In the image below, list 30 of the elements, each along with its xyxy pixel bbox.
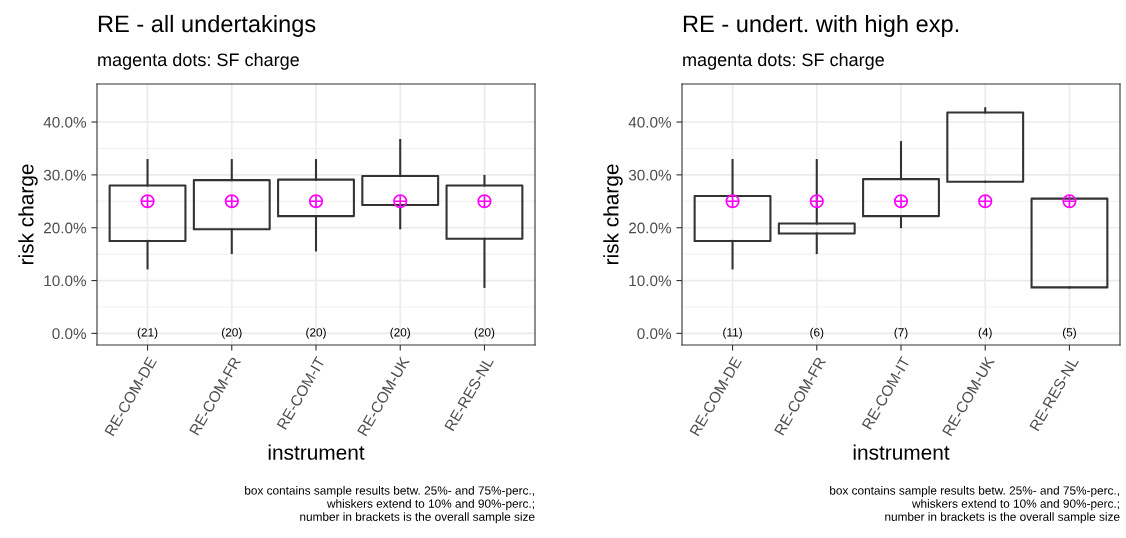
annotation: (20) [390, 327, 410, 339]
y-tick-label: 20.0% [44, 222, 87, 234]
chart-subtitle: magenta dots: SF charge [683, 52, 884, 70]
annotation: (6) [810, 327, 824, 339]
annotation: (7) [894, 327, 908, 339]
annotation: (21) [137, 327, 158, 339]
y-tick-label: 20.0% [629, 222, 672, 234]
y-tick-label: 40.0% [43, 116, 87, 128]
x-axis-title: instrument [268, 444, 365, 460]
x-axis-title: instrument [853, 444, 950, 460]
chart-title: RE - undert. with high exp. [683, 14, 959, 37]
chart-subtitle: magenta dots: SF charge [98, 52, 299, 70]
annotation: (20) [306, 327, 326, 339]
annotation: (11) [723, 327, 742, 339]
text: box contains sample results betw. 25%- and 75%-perc., whiskers extend to 10% and 90%-perc.; number in brackets is the overall sample size [830, 486, 1120, 524]
y-tick-label: 30.0% [43, 169, 87, 181]
chart-title: RE - all undertakings [98, 14, 316, 37]
annotation: (5) [1062, 327, 1076, 339]
y-axis-title: risk charge [18, 164, 38, 265]
y-tick-label: 0.0% [52, 328, 87, 340]
y-axis-title: risk charge [603, 164, 623, 265]
y-tick-label: 10.0% [44, 275, 87, 287]
y-tick-label: 10.0% [629, 275, 672, 287]
y-tick-label: 0.0% [637, 328, 672, 340]
annotation: (4) [978, 327, 992, 339]
annotation: (20) [222, 327, 242, 339]
y-tick-label: 40.0% [628, 116, 672, 128]
y-tick-label: 30.0% [628, 169, 672, 181]
annotation: (20) [474, 327, 495, 339]
text: box contains sample results betw. 25%- and 75%-perc., whiskers extend to 10% and 90%-perc.; number in brackets is the overall sample size [245, 486, 535, 524]
